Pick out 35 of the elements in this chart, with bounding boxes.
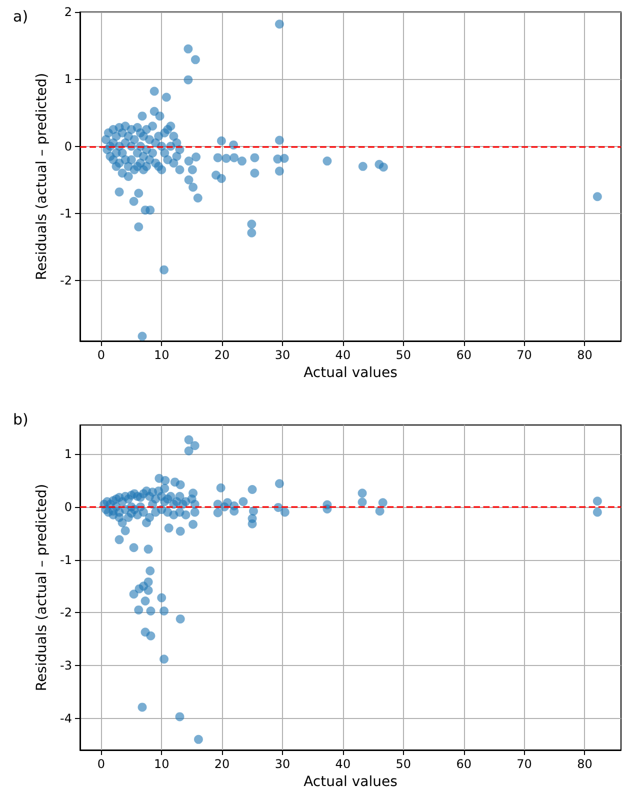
x-tick-label: 70 (516, 757, 532, 771)
y-tick-label: -3 (60, 658, 72, 672)
x-tick-label: 40 (335, 757, 351, 771)
x-tick-label: 20 (214, 348, 230, 362)
y-axis-title: Residuals (actual – predicted) (34, 72, 50, 280)
y-axis-title: Residuals (actual – predicted) (34, 484, 50, 692)
x-tick-label: 60 (456, 348, 472, 362)
y-tick-label: 0 (64, 500, 72, 514)
x-tick-label: 80 (577, 757, 592, 771)
x-tick-label: 60 (456, 757, 472, 771)
x-tick-label: 30 (274, 348, 290, 362)
x-tick-label: 20 (214, 757, 230, 771)
y-tick-label: 1 (64, 72, 72, 86)
chart-title: b) (13, 410, 28, 428)
x-tick-label: 0 (97, 757, 105, 771)
x-tick-label: 70 (516, 348, 532, 362)
x-tick-label: 10 (154, 348, 170, 362)
x-tick-label: 0 (97, 348, 105, 362)
x-tick-label: 40 (335, 348, 351, 362)
y-tick-label: -2 (60, 274, 72, 288)
y-tick-label: 0 (64, 139, 72, 154)
x-tick-label: 10 (154, 757, 170, 771)
y-tick-label: -2 (60, 606, 72, 620)
x-tick-label: 80 (577, 348, 592, 362)
y-tick-label: -1 (60, 552, 72, 567)
chart-title: a) (13, 8, 28, 26)
y-tick-label: 2 (64, 5, 72, 19)
y-tick-label: -1 (60, 206, 72, 220)
y-tick-label: 1 (64, 447, 72, 462)
x-axis-title: Actual values (304, 774, 398, 790)
x-tick-label: 50 (396, 348, 412, 362)
x-axis-title: Actual values (304, 364, 398, 381)
y-tick-label: -4 (60, 711, 72, 726)
x-tick-label: 50 (396, 757, 412, 771)
x-tick-label: 30 (274, 757, 290, 771)
